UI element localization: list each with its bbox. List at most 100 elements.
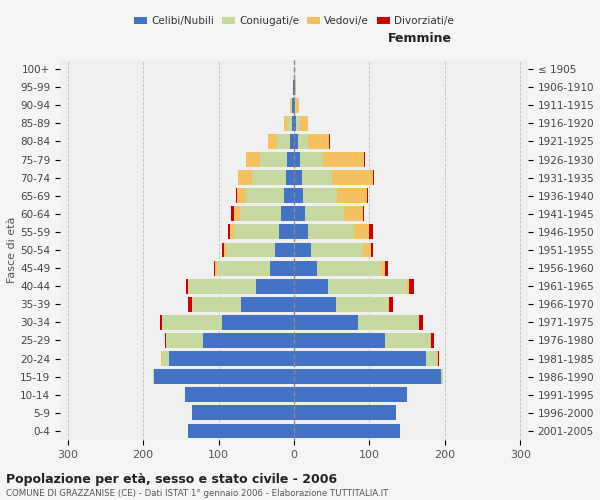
Bar bbox=[294, 297, 335, 312]
Bar bbox=[294, 333, 385, 348]
Bar bbox=[241, 297, 294, 312]
Bar bbox=[294, 134, 298, 149]
Bar bbox=[169, 351, 294, 366]
Bar bbox=[294, 98, 295, 112]
Bar bbox=[165, 333, 166, 348]
Bar bbox=[335, 297, 388, 312]
Text: COMUNE DI GRAZZANISE (CE) - Dati ISTAT 1° gennaio 2006 - Elaborazione TUTTITALIA: COMUNE DI GRAZZANISE (CE) - Dati ISTAT 1… bbox=[6, 489, 388, 498]
Bar bbox=[294, 170, 302, 185]
Bar bbox=[287, 116, 292, 131]
Bar bbox=[188, 424, 294, 438]
Bar bbox=[230, 224, 233, 240]
Bar bbox=[281, 206, 294, 221]
Bar bbox=[431, 333, 434, 348]
Bar bbox=[409, 279, 414, 293]
Bar bbox=[286, 170, 294, 185]
Bar bbox=[302, 170, 332, 185]
Bar bbox=[222, 315, 294, 330]
Bar bbox=[294, 388, 407, 402]
Bar bbox=[233, 224, 279, 240]
Bar bbox=[185, 388, 294, 402]
Bar bbox=[305, 206, 344, 221]
Bar bbox=[293, 80, 294, 94]
Bar bbox=[294, 279, 328, 293]
Bar bbox=[217, 260, 270, 276]
Bar bbox=[364, 152, 365, 167]
Bar bbox=[328, 279, 407, 293]
Bar bbox=[385, 333, 430, 348]
Bar bbox=[238, 188, 247, 203]
Bar bbox=[370, 224, 373, 240]
Bar bbox=[317, 260, 381, 276]
Bar bbox=[385, 260, 388, 276]
Bar bbox=[224, 242, 226, 258]
Bar bbox=[192, 297, 241, 312]
Bar bbox=[294, 315, 358, 330]
Bar bbox=[154, 369, 294, 384]
Bar bbox=[329, 134, 330, 149]
Bar bbox=[298, 134, 308, 149]
Bar bbox=[277, 134, 290, 149]
Bar bbox=[292, 116, 294, 131]
Bar bbox=[294, 369, 441, 384]
Bar bbox=[247, 152, 260, 167]
Bar bbox=[284, 188, 294, 203]
Bar bbox=[215, 260, 217, 276]
Bar bbox=[294, 80, 295, 94]
Bar bbox=[291, 98, 292, 112]
Bar bbox=[186, 279, 188, 293]
Bar bbox=[294, 406, 396, 420]
Bar bbox=[268, 134, 277, 149]
Bar bbox=[279, 224, 294, 240]
Bar bbox=[438, 351, 439, 366]
Bar bbox=[358, 315, 419, 330]
Bar bbox=[362, 206, 364, 221]
Bar bbox=[373, 170, 374, 185]
Bar bbox=[238, 170, 252, 185]
Bar bbox=[160, 315, 162, 330]
Bar bbox=[294, 224, 308, 240]
Bar bbox=[295, 80, 296, 94]
Bar bbox=[308, 224, 355, 240]
Bar bbox=[295, 98, 296, 112]
Bar bbox=[430, 333, 431, 348]
Bar bbox=[229, 224, 230, 240]
Bar bbox=[332, 170, 373, 185]
Bar bbox=[344, 206, 362, 221]
Bar bbox=[236, 188, 238, 203]
Bar bbox=[290, 134, 294, 149]
Bar bbox=[419, 315, 423, 330]
Bar bbox=[166, 333, 203, 348]
Bar bbox=[381, 260, 385, 276]
Bar bbox=[407, 279, 409, 293]
Bar bbox=[284, 116, 287, 131]
Bar bbox=[214, 260, 215, 276]
Bar bbox=[226, 242, 275, 258]
Bar bbox=[296, 98, 299, 112]
Bar bbox=[311, 242, 364, 258]
Bar bbox=[192, 406, 294, 420]
Text: Femmine: Femmine bbox=[388, 32, 452, 45]
Bar bbox=[388, 297, 389, 312]
Legend: Celibi/Nubili, Coniugati/e, Vedovi/e, Divorziati/e: Celibi/Nubili, Coniugati/e, Vedovi/e, Di… bbox=[130, 12, 458, 30]
Bar bbox=[292, 98, 294, 112]
Bar bbox=[294, 152, 300, 167]
Bar bbox=[290, 98, 291, 112]
Bar bbox=[239, 206, 281, 221]
Bar bbox=[294, 351, 426, 366]
Bar bbox=[162, 315, 222, 330]
Bar bbox=[300, 116, 308, 131]
Bar bbox=[232, 206, 233, 221]
Bar bbox=[441, 369, 443, 384]
Bar bbox=[296, 116, 300, 131]
Bar bbox=[364, 242, 371, 258]
Text: Popolazione per età, sesso e stato civile - 2006: Popolazione per età, sesso e stato civil… bbox=[6, 472, 337, 486]
Bar bbox=[437, 351, 438, 366]
Bar bbox=[256, 279, 294, 293]
Bar bbox=[270, 260, 294, 276]
Bar bbox=[222, 242, 224, 258]
Bar bbox=[308, 134, 329, 149]
Bar bbox=[355, 224, 370, 240]
Bar bbox=[294, 242, 311, 258]
Bar bbox=[337, 188, 367, 203]
